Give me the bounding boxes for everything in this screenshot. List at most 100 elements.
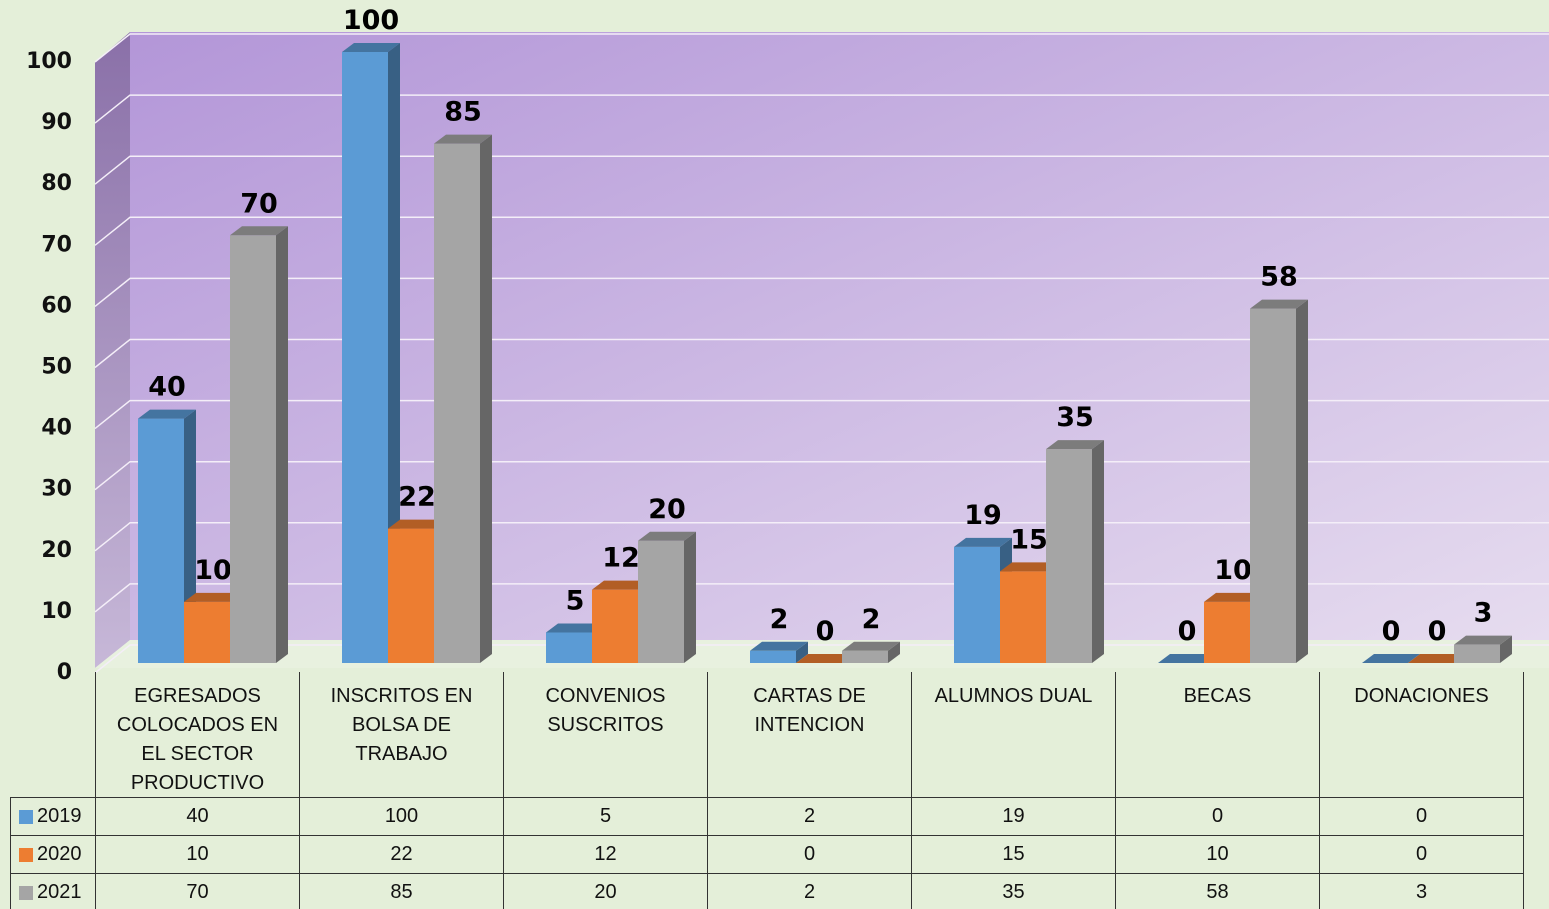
legend-label: 2020 [37, 843, 82, 865]
category-cell: DONACIONES [1319, 672, 1524, 798]
legend-swatch [19, 847, 33, 862]
table-value: 100 [299, 797, 504, 836]
y-tick-label: 100 [26, 49, 72, 74]
table-value: 15 [911, 835, 1116, 874]
y-tick-label: 40 [41, 416, 72, 441]
table-value: 0 [707, 835, 912, 874]
bar [1046, 449, 1092, 663]
data-label: 0 [1178, 616, 1197, 647]
grid-line [94, 277, 1549, 307]
bar-top [342, 43, 400, 52]
grid-line [94, 216, 1549, 246]
data-label: 40 [148, 372, 186, 403]
bar-side [276, 226, 288, 664]
data-label: 100 [343, 5, 399, 36]
data-label: 3 [1474, 598, 1493, 629]
y-tick-label: 70 [41, 232, 72, 257]
bar [434, 143, 480, 663]
table-value: 3 [1319, 873, 1524, 909]
data-label: 22 [398, 482, 436, 513]
table-value: 0 [1319, 797, 1524, 836]
data-label: 20 [648, 494, 686, 525]
bar-top [592, 580, 650, 590]
bar-side [796, 641, 808, 663]
table-value: 5 [503, 797, 708, 836]
data-label: 10 [1214, 555, 1252, 586]
category-cell: CARTAS DE INTENCION [707, 672, 912, 798]
bar [592, 589, 638, 663]
grid-line [94, 155, 1549, 185]
data-label: 70 [240, 188, 278, 219]
y-tick-label: 10 [41, 599, 72, 624]
y-tick-label: 50 [41, 355, 72, 380]
bar-top [954, 537, 1012, 547]
bar-top [1046, 440, 1104, 450]
y-tick-label: 30 [41, 477, 72, 502]
category-cell: CONVENIOS SUSCRITOS [503, 672, 708, 798]
data-label: 0 [816, 616, 835, 647]
data-label: 58 [1260, 262, 1298, 293]
table-value: 10 [1115, 835, 1320, 874]
bar [184, 601, 230, 663]
bar-top [796, 654, 854, 663]
table-value: 12 [503, 835, 708, 874]
table-value: 85 [299, 873, 504, 909]
bar-top [434, 134, 492, 144]
legend-label: 2019 [37, 805, 82, 827]
bar [842, 650, 888, 663]
table-value: 70 [95, 873, 300, 909]
bar [342, 52, 388, 663]
grid-line [94, 338, 1549, 369]
data-label: 2 [862, 604, 881, 635]
bar [750, 650, 796, 663]
bar [638, 540, 684, 663]
bar-side [480, 134, 492, 663]
bar-side [388, 43, 400, 663]
table-value: 35 [911, 873, 1116, 909]
bar [138, 418, 184, 663]
bar-top [1454, 635, 1512, 645]
table-value: 20 [503, 873, 708, 909]
bar-side [888, 641, 900, 663]
bar-top [230, 226, 288, 236]
bar-top [546, 623, 604, 633]
table-value: 22 [299, 835, 504, 874]
y-tick-label: 60 [41, 293, 72, 318]
data-label: 0 [1428, 616, 1447, 647]
data-label: 12 [602, 543, 640, 574]
category-cell: EGRESADOS COLOCADOS EN EL SECTOR PRODUCT… [95, 672, 300, 798]
legend-cell: 2019 [10, 797, 96, 836]
data-label: 15 [1010, 524, 1048, 555]
legend-cell: 2020 [10, 835, 96, 874]
bar-top [1204, 592, 1262, 602]
bar-top [1408, 654, 1466, 663]
bar-side [1500, 635, 1512, 663]
bar-top [638, 531, 696, 541]
bar-top [842, 641, 900, 651]
bar [230, 235, 276, 664]
bar [1454, 644, 1500, 663]
bar-top [184, 592, 242, 602]
legend-swatch [19, 809, 33, 824]
data-label: 2 [770, 604, 789, 635]
bar-top [1362, 654, 1420, 663]
bar-top [1250, 299, 1308, 309]
bar [1000, 571, 1046, 663]
legend-cell: 2021 [10, 873, 96, 909]
grid-line [94, 399, 1549, 430]
table-value: 19 [911, 797, 1116, 836]
bar-top [1158, 654, 1216, 663]
bar-side [1296, 299, 1308, 663]
table-value: 40 [95, 797, 300, 836]
category-cell: INSCRITOS EN BOLSA DE TRABAJO [299, 672, 504, 798]
grid-line [94, 33, 1549, 63]
bar [954, 546, 1000, 663]
table-value: 58 [1115, 873, 1320, 909]
bar-top [138, 409, 196, 419]
data-label: 0 [1382, 616, 1401, 647]
data-label: 35 [1056, 402, 1094, 433]
category-cell: BECAS [1115, 672, 1320, 798]
bar [388, 528, 434, 663]
grid-line [94, 94, 1549, 124]
